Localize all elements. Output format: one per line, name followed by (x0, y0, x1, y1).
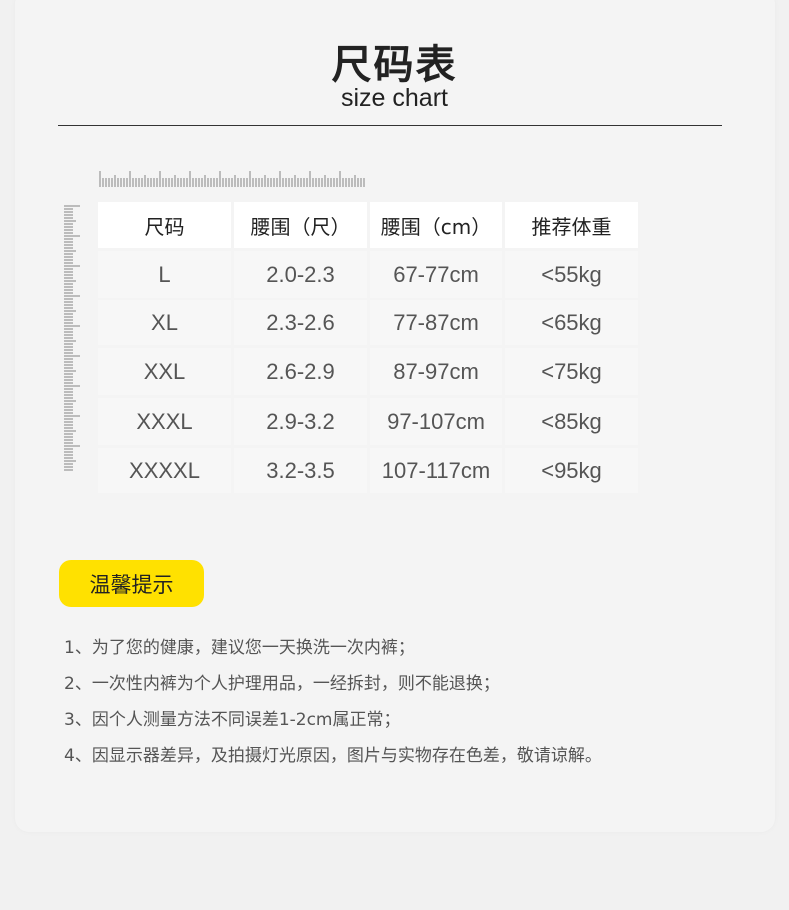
table-cell: <75kg (505, 348, 638, 395)
column-header: 腰围（尺） (234, 202, 367, 248)
page-title: 尺码表 (331, 42, 458, 88)
table-cell: 2.6-2.9 (234, 348, 367, 395)
table-cell: XXXXL (98, 448, 231, 493)
table-cell: XXL (98, 348, 231, 395)
table-cell: <95kg (505, 448, 638, 493)
table-cell: <55kg (505, 251, 638, 298)
notice-list: 1、为了您的健康，建议您一天换洗一次内裤； 2、一次性内裤为个人护理用品，一经拆… (64, 633, 602, 777)
column-header: 腰围（cm） (370, 202, 502, 248)
table-cell: 87-97cm (370, 348, 502, 395)
table-cell: 2.3-2.6 (234, 300, 367, 345)
table-cell: 3.2-3.5 (234, 448, 367, 493)
divider (58, 125, 722, 126)
table-cell: L (98, 251, 231, 298)
table-cell: <85kg (505, 398, 638, 445)
table-cell: 77-87cm (370, 300, 502, 345)
column-header: 尺码 (98, 202, 231, 248)
table-cell: 97-107cm (370, 398, 502, 445)
notice-item: 4、因显示器差异，及拍摄灯光原因，图片与实物存在色差，敬请谅解。 (64, 746, 602, 766)
table-cell: 2.0-2.3 (234, 251, 367, 298)
notice-item: 3、因个人测量方法不同误差1-2cm属正常； (64, 710, 401, 730)
notice-item: 2、一次性内裤为个人护理用品，一经拆封，则不能退换； (64, 674, 500, 694)
column-header: 推荐体重 (505, 202, 638, 248)
table-cell: 67-77cm (370, 251, 502, 298)
table-cell: 2.9-3.2 (234, 398, 367, 445)
notice-item: 1、为了您的健康，建议您一天换洗一次内裤； (64, 638, 415, 658)
table-cell: 107-117cm (370, 448, 502, 493)
table-cell: XL (98, 300, 231, 345)
table-cell: XXXL (98, 398, 231, 445)
vertical-ruler-icon (64, 205, 80, 471)
page-subtitle: size chart (341, 84, 448, 112)
notice-badge: 温馨提示 (59, 560, 204, 607)
horizontal-ruler-icon (99, 171, 365, 187)
table-cell: <65kg (505, 300, 638, 345)
